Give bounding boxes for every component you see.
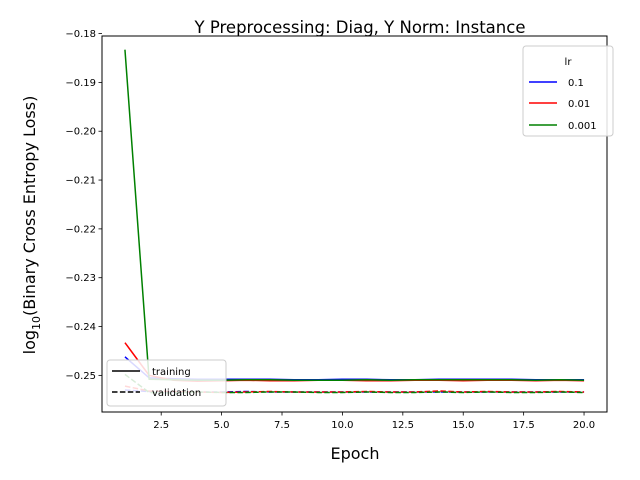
x-axis-ticks: 2.5 5.0 7.5 10.0 12.5 15.0 17.5 20.0 [153, 412, 595, 431]
y-axis-label-rest: (Binary Cross Entropy Loss) [20, 96, 39, 316]
x-tick-label: 15.0 [452, 420, 474, 431]
y-tick-label: −0.25 [65, 371, 96, 382]
y-tick-label: −0.24 [65, 322, 96, 333]
lr-legend-label-0.01: 0.01 [568, 99, 590, 110]
lr-legend-box [522, 45, 614, 137]
style-legend-label-validation: validation [152, 388, 201, 399]
lr-legend-title: lr [565, 57, 573, 68]
y-tick-label: −0.20 [65, 127, 96, 138]
x-tick-label: 7.5 [274, 420, 290, 431]
x-tick-label: 17.5 [513, 420, 535, 431]
lr-legend: lr 0.1 0.01 0.001 [522, 45, 614, 137]
x-tick-label: 5.0 [214, 420, 230, 431]
y-tick-label: −0.19 [65, 78, 96, 89]
x-tick-label: 2.5 [153, 420, 169, 431]
y-axis-label-log: log [20, 330, 39, 354]
chart-title: Y Preprocessing: Diag, Y Norm: Instance [194, 18, 526, 37]
lr-legend-label-0.001: 0.001 [568, 121, 597, 132]
style-legend-label-training: training [152, 367, 191, 378]
x-axis-label: Epoch [331, 444, 380, 463]
y-tick-label: −0.18 [65, 29, 96, 40]
x-tick-label: 10.0 [331, 420, 353, 431]
y-axis-ticks: −0.25 −0.24 −0.23 −0.22 −0.21 −0.20 −0.19 −0.18 [65, 29, 102, 382]
y-tick-label: −0.21 [65, 176, 96, 187]
style-legend: training validation [106, 359, 227, 407]
x-tick-label: 12.5 [392, 420, 414, 431]
y-axis-label-subscript: 10 [30, 316, 43, 330]
y-tick-label: −0.22 [65, 224, 96, 235]
y-axis-label: log10(Binary Cross Entropy Loss) [20, 96, 43, 355]
plot-frame [101, 35, 608, 413]
lr-legend-label-0.1: 0.1 [568, 78, 584, 89]
x-tick-label: 20.0 [573, 420, 595, 431]
y-tick-label: −0.23 [65, 273, 96, 284]
